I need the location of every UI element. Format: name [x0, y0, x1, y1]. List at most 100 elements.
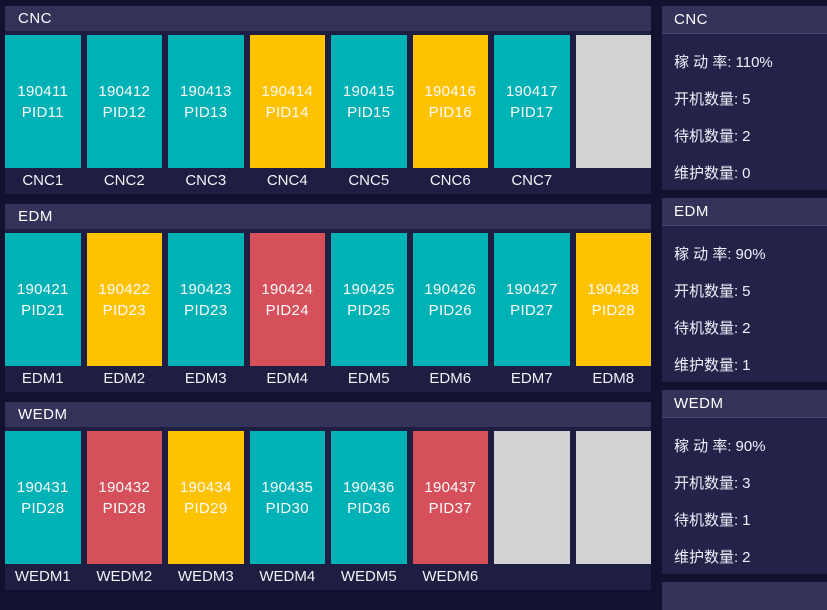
machine-label: CNC7: [511, 172, 553, 189]
stat-value: 2: [742, 549, 751, 566]
machine-tile[interactable]: 190425 PID25: [331, 233, 407, 366]
machine-pid: PID25: [347, 301, 391, 319]
machine-tile[interactable]: 190427 PID27: [494, 233, 570, 366]
machine-label: EDM1: [21, 370, 64, 387]
stat-value: 110%: [735, 54, 773, 71]
machine-cell: 190436 PID36 WEDM5: [331, 431, 407, 590]
machine-id: 190434: [179, 478, 232, 496]
machine-pid: PID28: [102, 499, 146, 517]
machine-tile[interactable]: 190435 PID30: [249, 431, 325, 564]
machine-tile[interactable]: 190428 PID28: [575, 233, 651, 366]
machine-pid: PID29: [184, 499, 228, 517]
machine-cell: 190412 PID12 CNC2: [86, 35, 162, 194]
machine-cell: 190428 PID28 EDM8: [575, 233, 651, 392]
machine-id: 190414: [261, 82, 314, 100]
machine-tile[interactable]: 190431 PID28: [5, 431, 81, 564]
machine-label: WEDM5: [340, 568, 397, 585]
machine-cell: 190435 PID30 WEDM4: [249, 431, 325, 590]
stat-running-count: 开机数量: 5: [674, 91, 815, 108]
stats-panel-body: 稼 动 率: 90% 开机数量: 3 待机数量: 1 维护数量: 2: [662, 438, 827, 566]
machine-tile[interactable]: 190411 PID11: [5, 35, 81, 168]
machine-tile[interactable]: 190436 PID36: [331, 431, 407, 564]
machine-tile[interactable]: 190412 PID12: [86, 35, 162, 168]
machine-pid: PID23: [184, 301, 228, 319]
machine-pid: PID23: [102, 301, 146, 319]
dashboard: CNC 190411 PID11 CNC1 190412 PID12 CNC2: [5, 0, 827, 610]
section-header-cnc: CNC: [5, 6, 651, 31]
machine-id: 190422: [98, 280, 151, 298]
machine-id: 190425: [342, 280, 395, 298]
machine-label: EDM8: [592, 370, 635, 387]
machine-label: WEDM1: [14, 568, 71, 585]
stat-utilization-rate: 稼 动 率: 90%: [674, 438, 815, 455]
stat-value: 5: [742, 283, 751, 300]
stats-panel-body: 稼 动 率: 110% 开机数量: 5 待机数量: 2 维护数量: 0: [662, 54, 827, 182]
section-header-edm: EDM: [5, 204, 651, 229]
machine-pid: PID30: [265, 499, 309, 517]
machine-id: 190411: [17, 82, 69, 100]
stat-value: 90%: [735, 438, 766, 455]
machine-label: CNC6: [429, 172, 471, 189]
machine-pid: PID28: [591, 301, 635, 319]
stat-label: 维护数量:: [674, 549, 739, 566]
stat-value: 5: [742, 91, 751, 108]
machine-tile[interactable]: 190416 PID16: [412, 35, 488, 168]
section-header-wedm: WEDM: [5, 402, 651, 427]
machine-tile[interactable]: 190426 PID26: [412, 233, 488, 366]
machine-tile[interactable]: 190423 PID23: [168, 233, 244, 366]
stat-label: 稼 动 率:: [674, 54, 732, 71]
machine-id: 190424: [261, 280, 314, 298]
machine-cell: 190423 PID23 EDM3: [168, 233, 244, 392]
machine-tile[interactable]: 190421 PID21: [5, 233, 81, 366]
machine-label: EDM7: [510, 370, 553, 387]
machine-cell: [575, 431, 652, 590]
machine-label: CNC5: [348, 172, 390, 189]
machine-label: CNC2: [103, 172, 145, 189]
stats-panel-title: CNC: [662, 6, 827, 34]
stats-panel-wedm: WEDM 稼 动 率: 90% 开机数量: 3 待机数量: 1 维护数量: 2: [662, 390, 827, 574]
section-edm: EDM 190421 PID21 EDM1 190422 PID23 EDM2: [5, 204, 651, 392]
machine-id: 190426: [424, 280, 477, 298]
machine-id: 190428: [587, 280, 640, 298]
machine-label: [576, 564, 652, 590]
stats-panel-body: 稼 动 率: 90% 开机数量: 5 待机数量: 2 维护数量: 1: [662, 246, 827, 374]
machine-tile[interactable]: 190415 PID15: [331, 35, 407, 168]
stat-running-count: 开机数量: 3: [674, 475, 815, 492]
machine-tile[interactable]: 190434 PID29: [168, 431, 244, 564]
machine-pid: PID12: [102, 103, 146, 121]
machine-pid: PID11: [21, 103, 64, 121]
machine-tile[interactable]: 190422 PID23: [86, 233, 162, 366]
machine-cell: 190427 PID27 EDM7: [494, 233, 570, 392]
stats-panel-title: EDM: [662, 198, 827, 226]
stat-standby-count: 待机数量: 1: [674, 512, 815, 529]
machine-tile[interactable]: 190414 PID14: [249, 35, 325, 168]
machine-cell: 190425 PID25 EDM5: [331, 233, 407, 392]
machine-id: 190431: [16, 478, 69, 496]
machine-cell: 190424 PID24 EDM4: [249, 233, 325, 392]
stats-panel-cnc: CNC 稼 动 率: 110% 开机数量: 5 待机数量: 2 维护数量: 0: [662, 6, 827, 190]
machine-tile[interactable]: 190413 PID13: [168, 35, 244, 168]
machine-tile[interactable]: 190417 PID17: [494, 35, 570, 168]
stat-value: 2: [742, 320, 751, 337]
machine-id: 190415: [342, 82, 395, 100]
machine-pid: PID16: [428, 103, 472, 121]
machine-label: WEDM6: [422, 568, 479, 585]
stats-sidebar: CNC 稼 动 率: 110% 开机数量: 5 待机数量: 2 维护数量: 0 EDM: [656, 0, 827, 610]
machine-label: CNC4: [266, 172, 308, 189]
section-wedm: WEDM 190431 PID28 WEDM1 190432 PID28 WED…: [5, 402, 651, 590]
machine-pid: PID26: [428, 301, 472, 319]
machine-id: 190413: [179, 82, 232, 100]
section-cnc: CNC 190411 PID11 CNC1 190412 PID12 CNC2: [5, 6, 651, 194]
machine-tile[interactable]: 190424 PID24: [249, 233, 325, 366]
machine-cell: 190434 PID29 WEDM3: [168, 431, 244, 590]
machine-pid: PID36: [347, 499, 391, 517]
machine-label: WEDM3: [177, 568, 234, 585]
stat-value: 2: [742, 128, 751, 145]
machine-id: 190423: [179, 280, 232, 298]
machine-tile[interactable]: 190437 PID37: [412, 431, 488, 564]
stat-value: 3: [742, 475, 751, 492]
machine-groups-area: CNC 190411 PID11 CNC1 190412 PID12 CNC2: [5, 6, 651, 590]
machine-cell: 190411 PID11 CNC1: [5, 35, 81, 194]
machine-id: 190437: [424, 478, 477, 496]
machine-tile[interactable]: 190432 PID28: [86, 431, 162, 564]
